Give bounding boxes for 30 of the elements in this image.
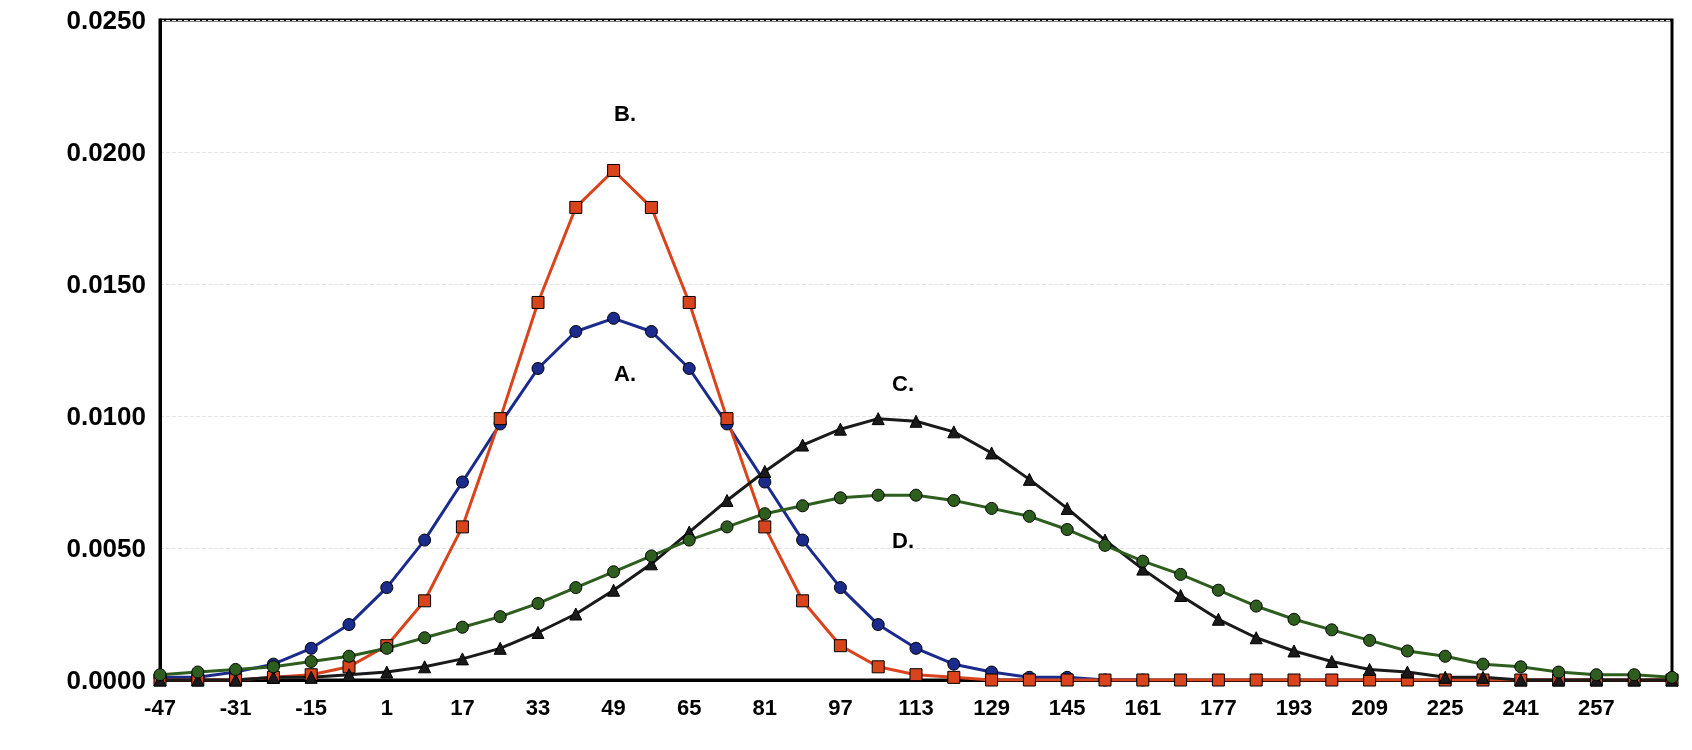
- annotation: D.: [892, 527, 914, 553]
- x-tick-label: 129: [973, 694, 1010, 720]
- y-tick-label: 0.0050: [66, 533, 146, 563]
- x-tick-label: 241: [1502, 694, 1540, 720]
- y-tick-label: 0.0250: [66, 5, 146, 35]
- y-tick-label: 0.0200: [66, 137, 146, 167]
- x-tick-label: 1: [380, 694, 393, 720]
- x-tick-label: 113: [898, 694, 934, 720]
- x-tick-label: 161: [1124, 694, 1162, 720]
- x-tick-label: 97: [828, 694, 853, 720]
- x-tick-label: 257: [1578, 694, 1615, 720]
- x-tick-label: 193: [1275, 694, 1313, 720]
- x-tick-label: 225: [1426, 694, 1464, 720]
- annotation: C.: [892, 370, 914, 396]
- x-tick-label: -47: [144, 694, 176, 720]
- y-tick-label: 0.0150: [66, 269, 146, 299]
- x-tick-label: 17: [450, 694, 475, 720]
- x-tick-label: 33: [525, 694, 551, 720]
- x-tick-label: 81: [752, 694, 778, 720]
- y-tick-label: 0.0100: [66, 401, 146, 431]
- x-tick-label: -31: [219, 694, 252, 720]
- annotation: B.: [614, 100, 636, 126]
- y-tick-label: 0.0000: [66, 665, 146, 695]
- x-tick-label: 145: [1048, 694, 1086, 720]
- x-tick-label: -15: [295, 694, 328, 720]
- x-tick-label: 49: [601, 694, 626, 720]
- x-tick-label: 209: [1351, 694, 1388, 720]
- annotation: A.: [614, 360, 636, 386]
- x-tick-label: 65: [676, 694, 702, 720]
- x-tick-label: 177: [1200, 694, 1237, 720]
